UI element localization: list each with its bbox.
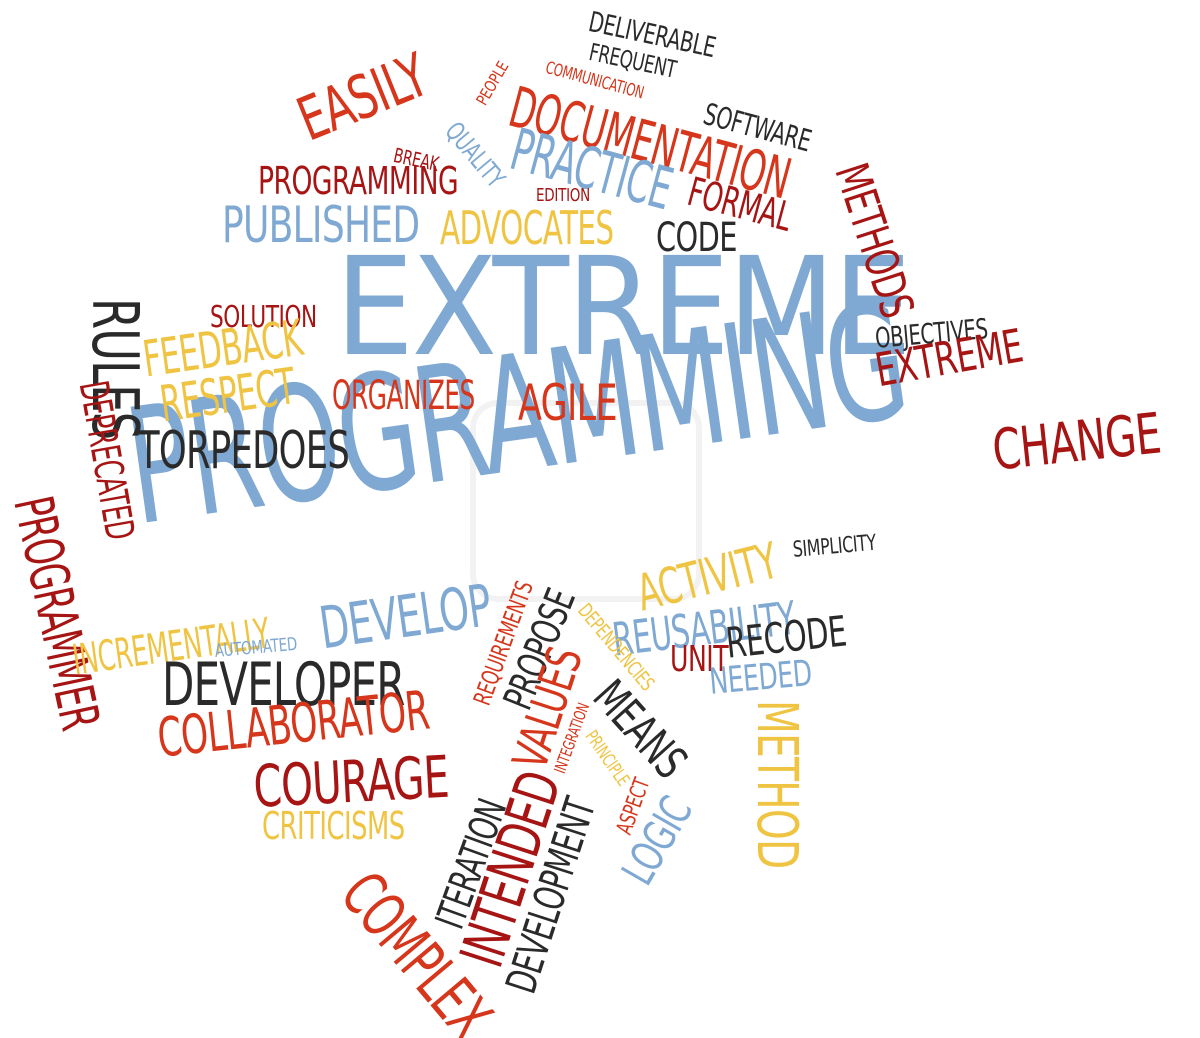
word-developer: DEVELOPER <box>162 650 405 720</box>
word-published: PUBLISHED <box>222 196 420 254</box>
word-programmer: PROGRAMMER <box>1 490 112 735</box>
word-agile: AGILE <box>518 374 618 432</box>
word-advocates: ADVOCATES <box>440 201 614 255</box>
word-simplicity: SIMPLICITY <box>791 530 878 563</box>
word-develop: DEVELOP <box>315 571 495 663</box>
word-easily: EASILY <box>288 40 438 156</box>
word-extreme-main: EXTREME <box>335 229 912 387</box>
word-method: METHOD <box>744 700 809 869</box>
word-torpedoes: TORPEDOES <box>138 421 350 481</box>
word-organizes: ORGANIZES <box>332 373 475 419</box>
word-needed: NEEDED <box>707 653 814 703</box>
word-code: CODE <box>656 215 737 261</box>
word-solution: SOLUTION <box>210 300 317 335</box>
word-change: CHANGE <box>989 401 1164 484</box>
word-programming-small: PROGRAMMING <box>258 159 459 203</box>
word-people: PEOPLE <box>472 58 513 109</box>
watermark-shape <box>470 400 702 602</box>
word-edition: EDITION <box>536 185 590 206</box>
word-unit: UNIT <box>670 639 729 680</box>
word-criticisms: CRITICISMS <box>262 804 405 848</box>
